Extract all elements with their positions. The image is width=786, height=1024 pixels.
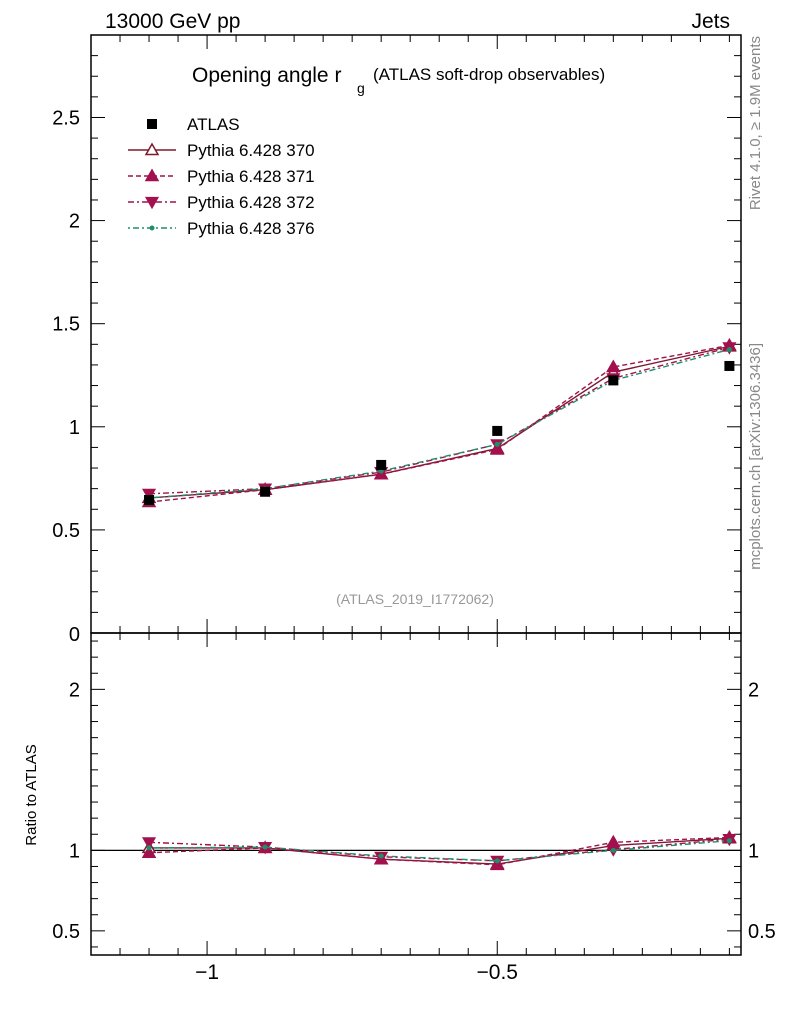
- series-marker: [610, 847, 616, 853]
- series-ratio-line: [149, 839, 730, 862]
- header-category: Jets: [691, 10, 730, 33]
- plot-title-suffix: (ATLAS soft-drop observables): [373, 65, 605, 84]
- data-marker: [492, 425, 503, 436]
- legend: ATLAS Pythia 6.428 370 Pythia 6.428 371 Pyt…: [128, 115, 315, 238]
- series-marker: [494, 858, 500, 864]
- mcplots-reference-label: mcplots.cern.ch [arXiv:1306.3436]: [747, 343, 764, 570]
- plot-title: Opening angle r: [192, 64, 341, 87]
- series-ratio-line: [149, 836, 730, 866]
- series-marker: [144, 168, 160, 182]
- ratio-y-tick-label-right: 0.5: [748, 921, 776, 943]
- ratio-y-tick-label: 2: [69, 679, 80, 701]
- series-line: [149, 346, 730, 495]
- ratio-y-tick-label-right: 1: [748, 840, 759, 862]
- series-marker: [378, 853, 384, 859]
- series-ratio-line: [149, 837, 730, 865]
- data-marker: [376, 459, 387, 470]
- legend-entry: ATLAS: [147, 115, 240, 134]
- data-marker: [260, 486, 271, 497]
- main-y-zero-label: 0: [69, 624, 80, 646]
- data-marker: [608, 375, 619, 386]
- main-y-tick-label: 1: [69, 417, 80, 439]
- legend-entry: Pythia 6.428 370: [128, 141, 315, 160]
- data-layer: [144, 360, 735, 505]
- series-marker: [141, 845, 157, 859]
- series-marker: [144, 196, 160, 210]
- legend-label: Pythia 6.428 370: [187, 141, 315, 160]
- series-marker: [149, 225, 155, 231]
- main-y-tick-label: 1.5: [52, 314, 80, 336]
- series-line: [148, 345, 730, 499]
- series-marker: [146, 845, 152, 851]
- plot-title-subscript: g: [357, 80, 365, 96]
- series-marker: [262, 844, 268, 850]
- data-marker: [144, 494, 155, 505]
- analysis-id-label: (ATLAS_2019_I1772062): [336, 591, 494, 607]
- series-line: [148, 348, 730, 499]
- legend-label: Pythia 6.428 376: [187, 219, 315, 238]
- legend-label: Pythia 6.428 372: [187, 193, 315, 212]
- plot-title-main: Opening angle r: [192, 64, 341, 87]
- series-marker: [142, 488, 157, 502]
- tick-labels: −1 −0.5 0.5 1 1.5 2 2.5 0 0.5 0.5 1 1 2 2: [52, 107, 776, 984]
- legend-entry: Pythia 6.428 371: [128, 167, 315, 186]
- ratio-panel-frame: [90, 632, 742, 956]
- main-y-tick-label: 2: [69, 211, 80, 233]
- ratio-y-axis-label: Ratio to ATLAS: [23, 744, 40, 845]
- ratio-y-tick-label: 0.5: [52, 921, 80, 943]
- ratio-y-tick-label: 1: [69, 840, 80, 862]
- legend-entry: Pythia 6.428 372: [128, 193, 315, 212]
- series-marker: [726, 838, 732, 844]
- series-line: [148, 344, 730, 503]
- main-y-tick-label: 0.5: [52, 520, 80, 542]
- series-marker: [606, 359, 621, 373]
- legend-label: ATLAS: [187, 115, 240, 134]
- data-marker: [724, 360, 735, 371]
- series-marker: [144, 142, 160, 156]
- ratio-y-tick-label-right: 2: [748, 679, 759, 701]
- data-marker: [147, 119, 157, 129]
- x-tick-label: −0.5: [477, 961, 518, 984]
- series-marker: [494, 441, 500, 447]
- header-process: 13000 GeV pp: [105, 10, 240, 33]
- legend-entry: Pythia 6.428 376: [128, 219, 315, 238]
- rivet-version-label: Rivet 4.1.0, ≥ 1.9M events: [747, 36, 764, 210]
- series-marker: [726, 346, 732, 352]
- x-tick-label: −1: [195, 961, 219, 984]
- legend-label: Pythia 6.428 371: [187, 167, 315, 186]
- series-marker: [142, 837, 157, 850]
- main-y-tick-label: 2.5: [52, 107, 80, 129]
- series-layer: [141, 337, 737, 871]
